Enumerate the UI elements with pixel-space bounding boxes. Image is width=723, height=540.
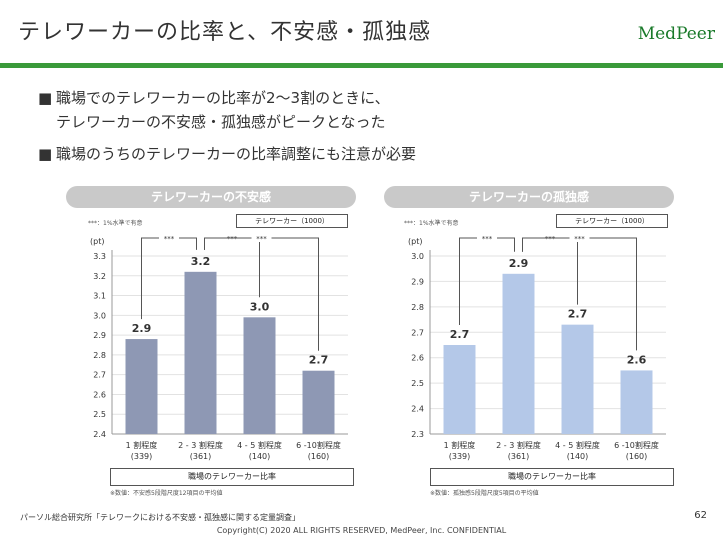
y-tick-label: 3.3: [93, 252, 106, 261]
y-tick-label: 2.8: [93, 351, 106, 360]
bullet-line: テレワーカーの不安感・孤独感がピークとなった: [56, 113, 386, 131]
significance-mark-bg: [251, 233, 272, 242]
copyright: Copyright(C) 2020 ALL RIGHTS RESERVED, M…: [216, 526, 507, 535]
source-note: ※数値：不安感5段階尺度12項目の平均値: [110, 490, 223, 497]
slide-header: テレワーカーの比率と、不安感・孤独感 MedPeer: [0, 0, 723, 64]
y-axis-unit: (pt): [408, 237, 422, 246]
slide-title: テレワーカーの比率と、不安感・孤独感: [18, 20, 432, 45]
bar-value-label: 2.7: [309, 354, 329, 367]
loneliness-chart: テレワーカーの孤独感 ***：1%水準で有意 テレワーカー（1000） (pt)…: [384, 186, 674, 498]
medpeer-logo: MedPeer: [637, 24, 715, 44]
y-tick-label: 3.2: [93, 272, 106, 281]
y-tick-label: 3.1: [93, 292, 106, 301]
bar-value-label: 2.7: [450, 328, 470, 341]
bullet-line: 職場でのテレワーカーの比率が2〜3割のときに、: [56, 89, 390, 107]
bar: [302, 370, 335, 434]
y-tick-label: 2.5: [93, 410, 106, 419]
legend: テレワーカー（1000）: [236, 214, 348, 228]
y-tick-label: 2.4: [411, 405, 424, 414]
header-divider: [0, 63, 723, 68]
y-tick-label: 2.4: [93, 430, 106, 439]
bullet-list: ■ 職場でのテレワーカーの比率が2〜3割のときに、 テレワーカーの不安感・孤独感…: [38, 86, 698, 166]
x-tick-label: 6 -10割程度: [296, 440, 341, 450]
significance-mark-bg: [159, 233, 179, 242]
bullet-square-icon: ■: [38, 145, 53, 163]
x-tick-label: 1 割程度: [126, 440, 158, 450]
chart-title: テレワーカーの不安感: [66, 186, 356, 208]
x-tick-count: (160): [308, 452, 330, 461]
bar-value-label: 2.6: [627, 353, 647, 366]
x-tick-count: (140): [567, 452, 589, 461]
bullet-text: 職場でのテレワーカーの比率が2〜3割のときに、 テレワーカーの不安感・孤独感がピ…: [56, 86, 390, 134]
significance-mark: ***: [256, 235, 267, 243]
x-tick-label: 4 - 5 割程度: [237, 440, 282, 450]
bar: [561, 324, 594, 434]
bullet-item: ■ 職場でのテレワーカーの比率が2〜3割のときに、 テレワーカーの不安感・孤独感…: [38, 86, 698, 134]
bar: [125, 339, 158, 434]
anxiety-bar-plot: (pt) 3.3 3.2 3.1 3.0 2.9 2.8 2.7 2.6 2.5 2.4 2.9 1 割…: [90, 233, 348, 461]
y-tick-label: 2.6: [93, 390, 106, 399]
y-tick-label: 2.6: [411, 354, 424, 363]
x-axis-label: 職場のテレワーカー比率: [430, 468, 674, 486]
bar-value-label: 3.0: [250, 300, 270, 313]
significance-note: ***：1%水準で有意: [88, 220, 143, 227]
significance-mark: ***: [545, 235, 556, 243]
significance-mark-bg: [477, 233, 497, 242]
y-tick-label: 2.9: [411, 277, 424, 286]
footer-source: パーソル総合研究所「テレワークにおける不安感・孤独感に関する定量調査」: [20, 513, 300, 522]
significance-mark: ***: [574, 235, 585, 243]
legend: テレワーカー（1000）: [556, 214, 668, 228]
bullet-square-icon: ■: [38, 89, 53, 107]
bar: [184, 271, 217, 434]
x-tick-count: (160): [626, 452, 648, 461]
x-tick-label: 1 割程度: [444, 440, 476, 450]
bar: [502, 273, 535, 434]
source-note: ※数値：孤独感5段階尺度5項目の平均値: [430, 490, 539, 497]
bar: [443, 345, 476, 434]
y-tick-label: 3.0: [93, 311, 106, 320]
x-tick-label: 2 - 3 割程度: [178, 440, 223, 450]
significance-mark: ***: [227, 235, 238, 243]
anxiety-chart: テレワーカーの不安感 ***：1%水準で有意 テレワーカー（1000） (pt)…: [66, 186, 356, 498]
x-tick-count: (339): [449, 452, 471, 461]
y-tick-label: 2.7: [411, 328, 424, 337]
significance-mark: ***: [164, 235, 175, 243]
x-tick-count: (361): [190, 452, 212, 461]
x-tick-label: 4 - 5 割程度: [555, 440, 600, 450]
significance-mark: ***: [482, 235, 493, 243]
bullet-item: ■ 職場のうちのテレワーカーの比率調整にも注意が必要: [38, 142, 698, 166]
y-axis-unit: (pt): [90, 237, 104, 246]
y-tick-label: 2.5: [411, 379, 424, 388]
loneliness-bar-plot: (pt) 3.0 2.9 2.8 2.7 2.6 2.5 2.4 2.3 2.7 1 割程度 (339…: [408, 233, 666, 461]
x-tick-count: (339): [131, 452, 153, 461]
bar: [243, 317, 276, 434]
y-tick-label: 2.3: [411, 430, 424, 439]
x-tick-count: (140): [249, 452, 271, 461]
x-tick-label: 6 -10割程度: [614, 440, 659, 450]
page-number: 62: [694, 510, 707, 521]
chart-title: テレワーカーの孤独感: [384, 186, 674, 208]
x-axis-label: 職場のテレワーカー比率: [110, 468, 354, 486]
y-tick-label: 3.0: [411, 252, 424, 261]
x-tick-count: (361): [508, 452, 530, 461]
significance-note: ***：1%水準で有意: [404, 220, 459, 227]
bar-value-label: 2.7: [568, 308, 588, 321]
bar: [620, 370, 653, 434]
y-tick-label: 2.9: [93, 331, 106, 340]
x-tick-label: 2 - 3 割程度: [496, 440, 541, 450]
bar-value-label: 3.2: [191, 255, 211, 268]
bullet-text: 職場のうちのテレワーカーの比率調整にも注意が必要: [56, 145, 417, 163]
y-tick-label: 2.8: [411, 303, 424, 312]
significance-mark-bg: [569, 233, 590, 242]
y-tick-label: 2.7: [93, 371, 106, 380]
bar-value-label: 2.9: [509, 257, 529, 270]
bar-value-label: 2.9: [132, 322, 152, 335]
